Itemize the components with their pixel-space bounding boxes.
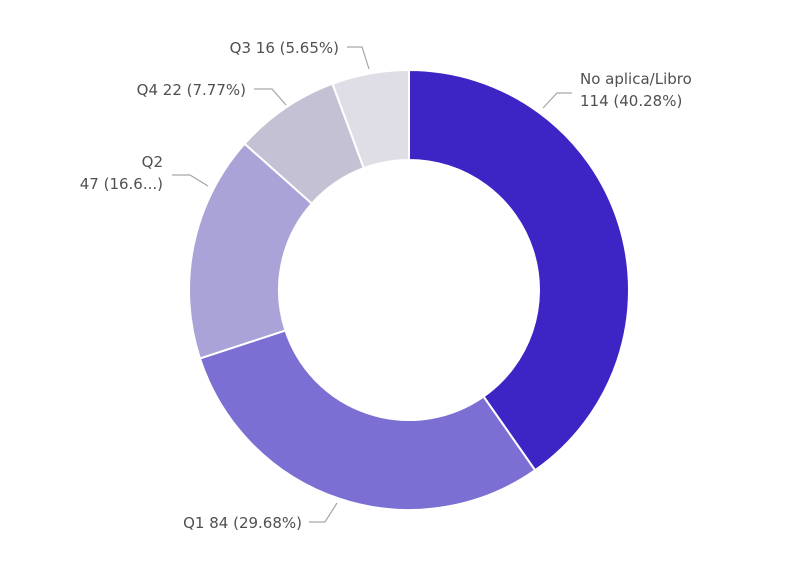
slice-no-aplica-libro[interactable] bbox=[408, 68, 630, 472]
slice-q3[interactable] bbox=[331, 68, 410, 170]
label-q2: Q2 47 (16.6...) bbox=[80, 153, 163, 193]
slice-q1[interactable] bbox=[198, 329, 537, 511]
leader-line-q1 bbox=[309, 502, 338, 523]
leader-line-q2 bbox=[172, 174, 209, 187]
label-no-aplica-libro: No aplica/Libro 114 (40.28%) bbox=[580, 70, 692, 110]
label-q3: Q3 16 (5.65%) bbox=[230, 39, 339, 57]
label-line: No aplica/Libro bbox=[580, 70, 692, 88]
label-q1: Q1 84 (29.68%) bbox=[183, 514, 302, 532]
label-line: 114 (40.28%) bbox=[580, 92, 682, 110]
leader-line-q3 bbox=[347, 46, 370, 70]
label-line: Q3 16 (5.65%) bbox=[230, 39, 339, 57]
label-line: Q4 22 (7.77%) bbox=[137, 81, 246, 99]
label-line: Q2 bbox=[142, 153, 163, 171]
label-line: 47 (16.6...) bbox=[80, 175, 163, 193]
slice-labels: No aplica/Libro 114 (40.28%) Q1 84 (29.68%… bbox=[80, 39, 692, 532]
leader-lines bbox=[172, 46, 572, 523]
leader-line-no-aplica-libro bbox=[542, 92, 572, 109]
donut-slices bbox=[188, 68, 630, 511]
label-q4: Q4 22 (7.77%) bbox=[137, 81, 246, 99]
leader-line-q4 bbox=[254, 88, 287, 106]
label-line: Q1 84 (29.68%) bbox=[183, 514, 302, 532]
